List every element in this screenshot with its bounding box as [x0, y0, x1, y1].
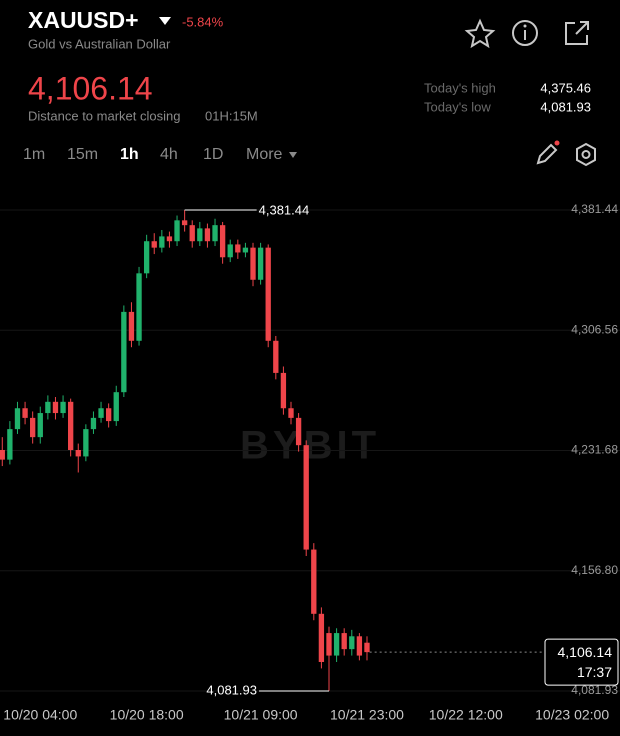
- candle-body: [60, 401, 66, 414]
- candle-body: [166, 236, 173, 242]
- candle-body: [75, 449, 81, 457]
- candle-body: [159, 236, 165, 248]
- y-tick-label: 4,156.80: [571, 563, 618, 577]
- chart: BYBIT 4,381.44 4,306.56 4,231.68 4,156.80 4,0…: [0, 202, 620, 723]
- candle-body: [273, 340, 279, 373]
- candle-body: [7, 429, 13, 460]
- candle-body: [341, 633, 347, 650]
- todays-high-label: Today's high: [424, 80, 496, 95]
- symbol[interactable]: XAUUSD+: [28, 7, 139, 33]
- candle-body: [311, 549, 317, 614]
- countdown: 17:37: [577, 664, 612, 680]
- todays-low-label: Today's low: [424, 99, 491, 114]
- market-close-time: 01H:15M: [205, 108, 258, 123]
- draw-icon[interactable]: [536, 140, 560, 165]
- last-price: 4,106.14: [28, 70, 153, 106]
- candle-body: [235, 244, 241, 253]
- instrument-name: Gold vs Australian Dollar: [28, 36, 171, 51]
- x-tick-label: 10/22 12:00: [429, 707, 503, 723]
- candle-body: [265, 247, 271, 341]
- market-close-label: Distance to market closing: [28, 108, 180, 123]
- candle-body: [364, 642, 370, 653]
- candle-body: [0, 449, 5, 460]
- watermark: BYBIT: [240, 424, 380, 468]
- candle-body: [121, 311, 127, 393]
- candle-body: [98, 408, 104, 418]
- candle-body: [181, 220, 188, 226]
- candle-body: [151, 241, 157, 248]
- interval-tab[interactable]: More: [246, 146, 283, 163]
- candle-body: [45, 401, 51, 414]
- candle-body: [52, 401, 59, 414]
- settings-icon[interactable]: [576, 142, 596, 167]
- candle-body: [288, 408, 294, 418]
- y-tick-label: 4,306.56: [571, 322, 618, 336]
- x-tick-label: 10/23 02:00: [535, 707, 609, 723]
- candle-body: [105, 408, 112, 422]
- candle-body: [128, 311, 135, 341]
- candle-body: [189, 225, 195, 242]
- interval-tab[interactable]: 15m: [67, 146, 98, 163]
- candle-body: [14, 408, 21, 430]
- y-tick-label: 4,231.68: [571, 443, 618, 457]
- candle-body: [143, 241, 150, 274]
- candle-body: [174, 220, 180, 242]
- candle-body: [333, 633, 340, 656]
- symbol-dropdown[interactable]: [159, 17, 171, 25]
- candle-body: [242, 247, 249, 253]
- candle-body: [257, 247, 264, 280]
- share-icon[interactable]: [565, 21, 589, 45]
- last-price-label: 4,106.14: [558, 644, 613, 660]
- more-dropdown[interactable]: [289, 152, 297, 158]
- candle-body: [280, 372, 287, 409]
- candle-body: [68, 401, 74, 450]
- y-tick-label: 4,381.44: [571, 202, 618, 216]
- high-marker-label: 4,381.44: [259, 202, 310, 217]
- candle-body: [22, 408, 28, 418]
- todays-low: 4,081.93: [540, 99, 591, 114]
- x-tick-label: 10/21 23:00: [330, 707, 404, 723]
- candle-body: [227, 244, 233, 258]
- candle-body: [37, 413, 43, 438]
- y-tick-label: 4,081.93: [571, 683, 618, 697]
- candle-body: [219, 225, 226, 258]
- change: -5.84%: [182, 14, 224, 29]
- interval-tab[interactable]: 1h: [120, 146, 139, 163]
- candle-body: [356, 636, 363, 656]
- favorite-icon[interactable]: [464, 18, 496, 49]
- candle-body: [318, 613, 325, 662]
- info-icon[interactable]: [512, 20, 538, 46]
- last-price-box: [544, 638, 619, 686]
- candle-body: [204, 228, 211, 242]
- interval-tab[interactable]: 1m: [23, 146, 45, 163]
- candle-body: [326, 633, 332, 656]
- candle-body: [250, 247, 256, 280]
- candle-body: [349, 636, 355, 650]
- interval-tab[interactable]: 1D: [203, 146, 223, 163]
- candle-body: [30, 417, 36, 438]
- x-tick-label: 10/20 04:00: [3, 707, 77, 723]
- candle-body: [113, 392, 119, 422]
- low-marker-label: 4,081.93: [206, 682, 257, 697]
- candle-body: [90, 417, 97, 430]
- candle-body: [136, 273, 142, 341]
- x-tick-label: 10/21 09:00: [224, 707, 298, 723]
- interval-tab[interactable]: 4h: [160, 146, 178, 163]
- x-tick-label: 10/20 18:00: [110, 707, 184, 723]
- candle-body: [212, 225, 218, 242]
- candle-body: [197, 228, 203, 242]
- candle-body: [295, 417, 302, 446]
- candle-body: [83, 429, 89, 457]
- candle-body: [303, 445, 309, 550]
- todays-high: 4,375.46: [540, 80, 591, 95]
